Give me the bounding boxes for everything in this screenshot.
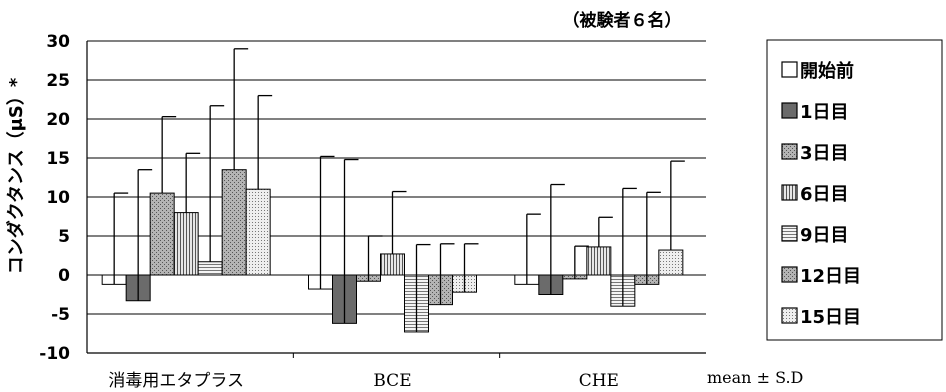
x-tick-label: BCE (373, 371, 411, 391)
chart-note: （被験者６名） (563, 10, 682, 31)
y-tick-label: -5 (51, 305, 70, 325)
y-tick-label: 5 (58, 227, 70, 247)
legend-label: 3日目 (800, 143, 849, 164)
legend-swatch (781, 266, 798, 283)
legend-label: 9日目 (800, 225, 849, 246)
bar (658, 249, 684, 276)
plot-area: -10 -5 0 5 10 15 20 25 30 消毒用エタプラス BCE CHE (39, 32, 706, 391)
legend-swatch (781, 102, 798, 119)
legend-label: 開始前 (800, 60, 854, 82)
legend-label: 6日目 (800, 184, 849, 205)
x-tick-label: 消毒用エタプラス (108, 371, 244, 391)
y-tick-label: 10 (46, 188, 70, 208)
bar (173, 212, 199, 276)
y-axis-label: コンダクタンス（μS）* (5, 77, 27, 274)
legend-swatch (781, 143, 798, 160)
bar (380, 253, 405, 276)
legend-swatch (781, 225, 798, 242)
legend-label: 15日目 (800, 307, 861, 328)
bar (221, 169, 247, 276)
legend: 開始前 1日目 3日目 6日目 9日目 12日目 15日目 (766, 39, 943, 341)
y-tick-label: -10 (39, 344, 70, 364)
y-tick-label: 20 (46, 110, 70, 130)
bar (245, 188, 271, 276)
legend-label: 1日目 (800, 102, 849, 123)
bar (197, 261, 223, 276)
y-tick-label: 0 (58, 266, 70, 286)
y-tick-label: 30 (46, 32, 70, 52)
footnote: mean ± S.D (707, 368, 803, 387)
x-tick-label: CHE (579, 371, 619, 391)
legend-label: 12日目 (800, 266, 861, 287)
y-tick-label: 15 (46, 149, 70, 169)
legend-swatch (781, 184, 798, 201)
bar (586, 246, 612, 276)
y-tick-label: 25 (46, 71, 70, 91)
legend-swatch (781, 307, 798, 324)
legend-swatch (781, 61, 798, 78)
bar (149, 192, 175, 276)
